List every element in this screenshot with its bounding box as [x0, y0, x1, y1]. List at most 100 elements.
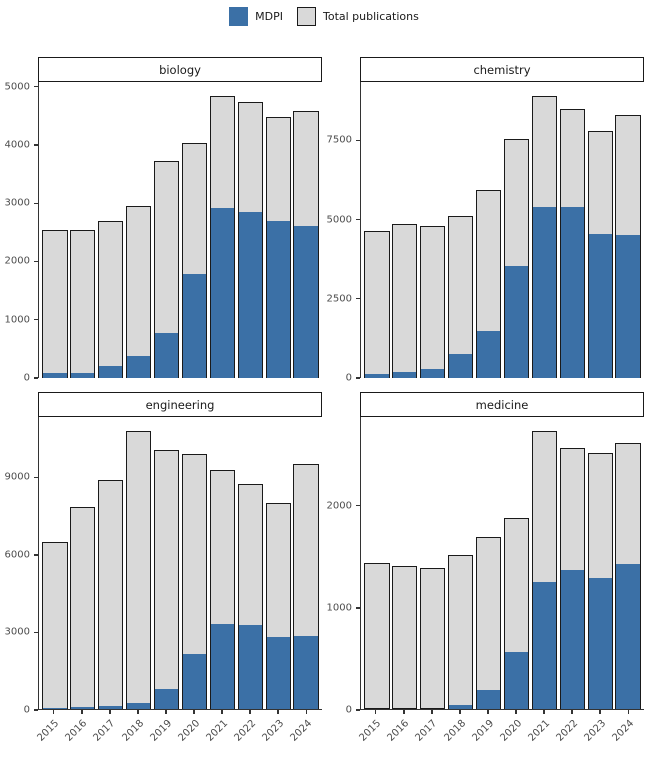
bar-slot-2021	[209, 417, 236, 709]
x-tick-mark	[487, 710, 489, 714]
mdpi-bar	[504, 652, 529, 709]
y-tick-mark	[34, 144, 38, 146]
total-bar	[447, 555, 474, 709]
bar-slot-2024	[615, 417, 641, 709]
bar-slot-2017	[97, 417, 124, 709]
bar-slot-2024	[615, 82, 641, 378]
facet-title: engineering	[145, 397, 215, 412]
total-bar	[364, 562, 390, 709]
total-bar	[419, 567, 446, 709]
y-tick-label: 2000	[326, 500, 352, 512]
bar-slot-2019	[153, 82, 180, 378]
y-tick-mark	[356, 218, 360, 221]
mdpi-bar	[294, 225, 318, 378]
mdpi-bar	[126, 702, 151, 709]
mdpi-bar	[238, 625, 263, 709]
total-bar	[153, 450, 180, 709]
y-tick-mark	[34, 377, 38, 379]
x-tick-mark	[459, 710, 461, 714]
x-tick-label: 2018	[441, 718, 468, 744]
bar-slot-2020	[181, 417, 208, 709]
y-tick-label: 1000	[326, 602, 352, 614]
x-tick-label: 2023	[260, 718, 286, 744]
mdpi-bar	[266, 636, 291, 709]
bar-slot-2018	[125, 82, 152, 378]
facet-panel	[360, 417, 644, 710]
bar-slot-2020	[181, 82, 208, 378]
facet-panel	[38, 82, 322, 378]
y-tick-label: 3000	[4, 626, 30, 638]
y-axis: 0 1000 2000 3000 4000 5000	[0, 81, 38, 384]
legend: MDPI Total publications	[0, 7, 648, 26]
bar-slot-2016	[69, 82, 96, 378]
legend-label-mdpi: MDPI	[255, 10, 283, 23]
facet-engineering: engineering 0 3000 6000 9000 2015 2016 2017 2018…	[0, 392, 322, 762]
x-tick-mark	[249, 710, 251, 714]
mdpi-bar	[210, 624, 235, 709]
bar-slot-2015	[42, 417, 68, 709]
facet-title: medicine	[475, 397, 529, 412]
bar-slot-2023	[265, 82, 292, 378]
legend-item-mdpi: MDPI	[229, 7, 283, 26]
bar-slot-2016	[391, 417, 418, 709]
x-tick-mark	[403, 710, 405, 714]
y-tick-mark	[356, 709, 360, 711]
x-tick-mark	[221, 710, 223, 714]
mdpi-bar	[182, 274, 207, 378]
mdpi-bar	[154, 688, 179, 709]
total-bar	[69, 230, 96, 378]
mdpi-bar	[266, 220, 291, 378]
mdpi-bar	[560, 569, 585, 709]
y-tick-mark	[34, 709, 38, 711]
bar-slot-2021	[209, 82, 236, 378]
mdpi-bar	[210, 207, 235, 378]
x-tick-label: 2018	[119, 718, 146, 744]
bar-slot-2019	[153, 417, 180, 709]
total-bar	[97, 479, 124, 709]
y-tick-label: 0	[345, 704, 352, 716]
bar-slot-2023	[587, 417, 614, 709]
bar-slot-2018	[447, 82, 474, 378]
x-tick-label: 2019	[469, 718, 496, 744]
x-tick-mark	[277, 710, 279, 714]
bar-slot-2022	[559, 82, 586, 378]
bar-slot-2024	[293, 417, 319, 709]
x-tick-mark	[305, 710, 307, 714]
bar-slot-2020	[503, 417, 530, 709]
total-swatch-icon	[297, 7, 316, 26]
y-tick-label: 0	[23, 372, 30, 384]
bar-slot-2019	[475, 82, 502, 378]
mdpi-bar	[476, 330, 501, 378]
bars-area	[39, 82, 322, 378]
total-bar	[42, 230, 68, 378]
bar-slot-2015	[42, 82, 68, 378]
total-bar	[69, 506, 96, 709]
x-tick-mark	[543, 710, 545, 714]
x-tick-label: 2022	[232, 718, 258, 744]
mdpi-bar	[476, 689, 501, 709]
bar-slot-2016	[391, 82, 418, 378]
bars-area	[361, 417, 644, 709]
facet-strip: medicine	[360, 392, 644, 417]
mdpi-bar	[43, 372, 67, 378]
bar-slot-2022	[559, 417, 586, 709]
y-tick-label: 0	[345, 372, 352, 384]
mdpi-bar	[98, 705, 123, 709]
x-tick-mark	[109, 710, 111, 714]
y-tick-mark	[34, 631, 38, 634]
y-tick-label: 4000	[4, 139, 30, 151]
mdpi-bar	[532, 206, 557, 378]
y-tick-label: 0	[23, 704, 30, 716]
bar-slot-2023	[587, 82, 614, 378]
y-tick-mark	[34, 319, 38, 321]
y-tick-label: 5000	[326, 214, 352, 226]
x-tick-label: 2022	[554, 718, 580, 744]
x-tick-mark	[193, 710, 195, 714]
bar-slot-2019	[475, 417, 502, 709]
x-tick-label: 2015	[357, 718, 384, 744]
facet-strip: biology	[38, 57, 322, 82]
bar-slot-2016	[69, 417, 96, 709]
x-tick-mark	[375, 710, 377, 714]
mdpi-bar	[126, 355, 151, 378]
